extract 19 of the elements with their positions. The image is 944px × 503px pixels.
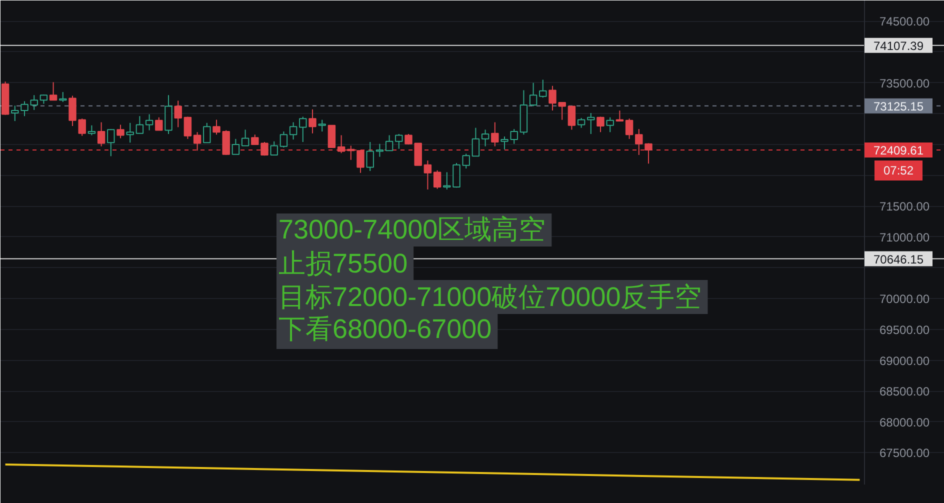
annotation: 下看68000-67000 (278, 314, 492, 344)
y-tick-label: 70000.00 (880, 292, 930, 306)
annotation: 目标72000-71000破位70000反手空 (278, 282, 702, 312)
y-tick-label: 69500.00 (880, 322, 930, 337)
y-tick-label: 71500.00 (880, 200, 930, 214)
annotation: 73000-74000区域高空 (278, 214, 546, 244)
ref-line-label: 73125.15 (873, 99, 924, 114)
y-tick-label: 74500.00 (880, 14, 930, 29)
y-tick-label: 71000.00 (880, 230, 930, 244)
y-tick-label: 68000.00 (880, 415, 930, 430)
ref-line-label: 70646.15 (873, 252, 924, 266)
text: 07:52 (883, 164, 914, 178)
annotation: 止损75500 (278, 248, 408, 278)
y-tick-label: 73500.00 (880, 76, 930, 90)
y-tick-label: 67500.00 (880, 446, 930, 460)
ref-line-label: 72409.61 (873, 144, 924, 158)
y-tick-label: 68500.00 (880, 384, 930, 399)
y-tick-label: 69000.00 (880, 354, 930, 368)
ref-line-label: 74107.39 (873, 38, 924, 53)
